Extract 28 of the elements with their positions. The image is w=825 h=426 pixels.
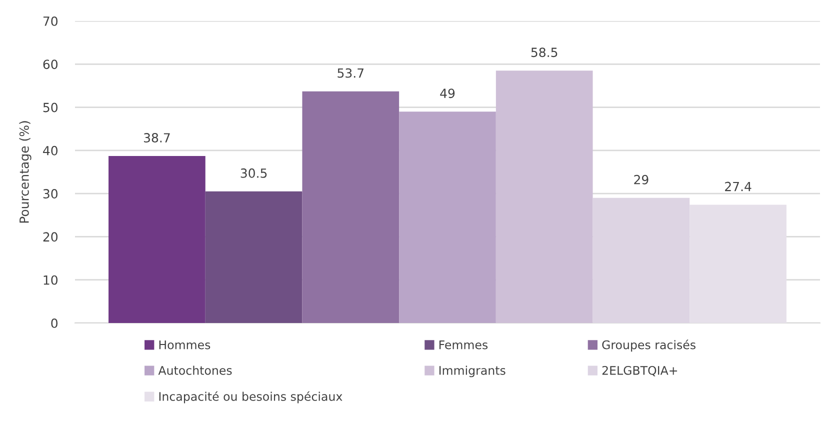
bar xyxy=(205,191,302,323)
legend-label: Groupes racisés xyxy=(602,340,696,352)
data-label: 49 xyxy=(440,88,455,98)
y-tick-label: 20 xyxy=(43,232,58,242)
bar xyxy=(302,91,400,323)
data-label: 58.5 xyxy=(531,48,558,58)
legend-label: 2ELGBTQIA+ xyxy=(602,366,678,376)
data-label: 29 xyxy=(634,174,648,184)
y-tick-label: 0 xyxy=(51,318,58,328)
data-label: 38.7 xyxy=(144,133,170,143)
y-axis-title: Pourcentage (%) xyxy=(19,121,32,223)
y-tick-label: 50 xyxy=(43,102,58,112)
legend-label: Immigrants xyxy=(439,366,506,378)
bar xyxy=(399,112,496,323)
bar xyxy=(496,70,593,323)
y-tick-label: 70 xyxy=(43,16,58,26)
data-label: 30.5 xyxy=(240,168,267,178)
y-tick-label: 60 xyxy=(43,60,58,70)
bar xyxy=(108,156,206,323)
y-tick-label: 40 xyxy=(43,146,58,156)
legend-label: Autochtones xyxy=(158,366,232,375)
legend-label: Hommes xyxy=(159,340,210,350)
data-label: 27.4 xyxy=(725,182,752,192)
legend-label: Femmes xyxy=(439,340,488,350)
data-label: 53.7 xyxy=(338,68,364,78)
legend-label: Incapacité ou besoins spéciaux xyxy=(159,391,342,404)
y-tick-label: 10 xyxy=(44,275,58,285)
y-tick-label: 30 xyxy=(43,189,58,198)
